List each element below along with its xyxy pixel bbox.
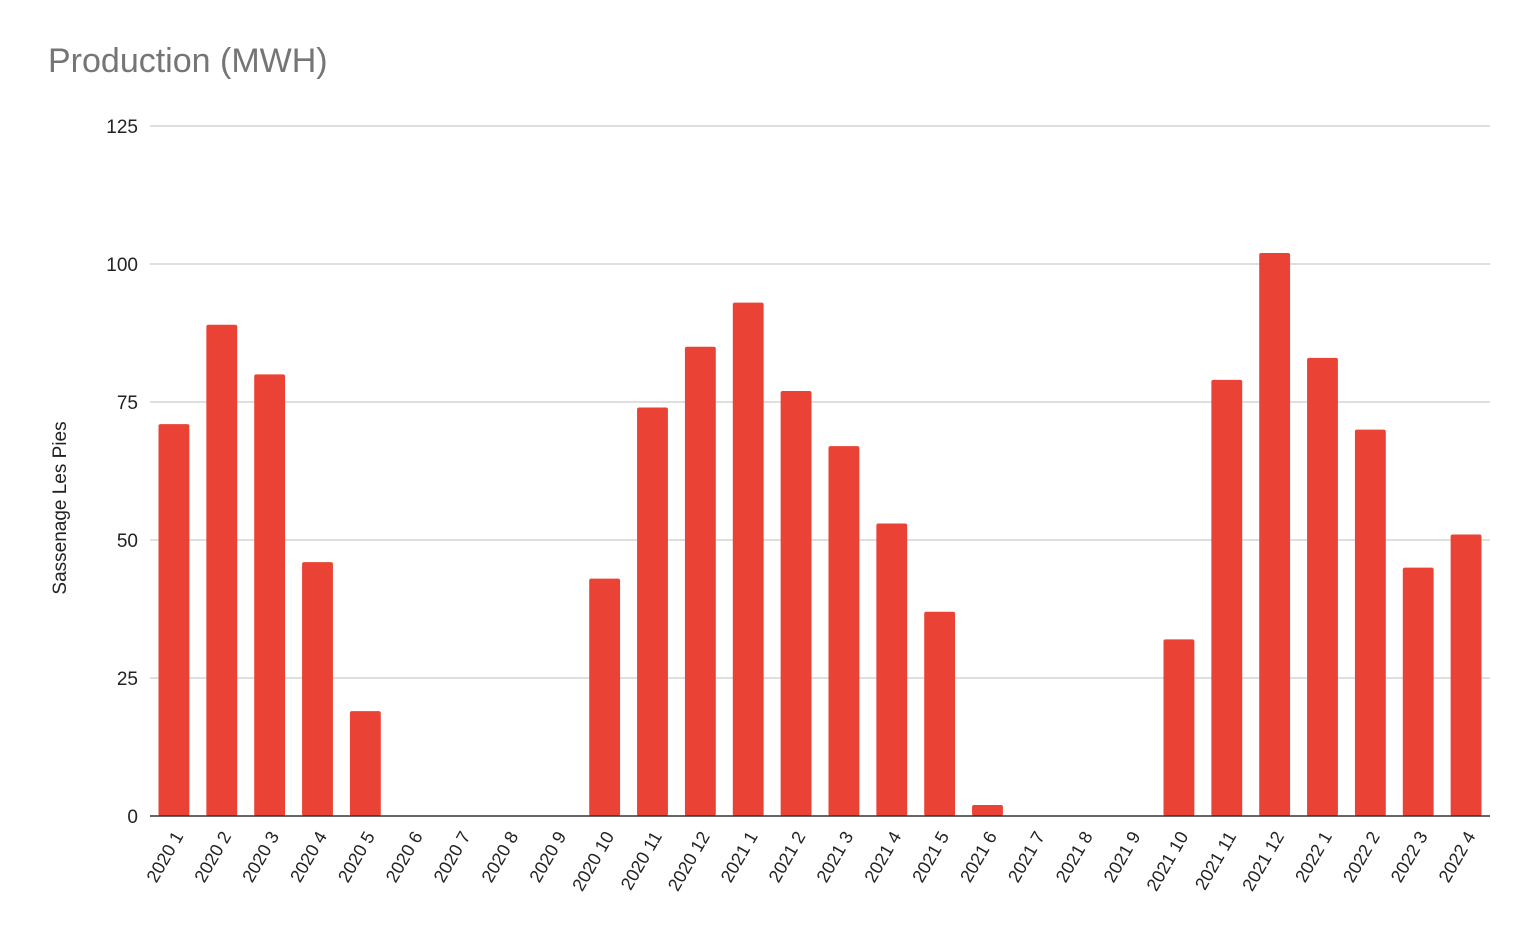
bar	[972, 804, 1003, 816]
bar	[1450, 534, 1482, 816]
bar	[349, 711, 381, 816]
bars	[158, 252, 1482, 816]
chart-title: Production (MWH)	[48, 42, 328, 80]
bar	[732, 302, 764, 816]
y-tick-label: 0	[127, 807, 138, 828]
x-tick-label: 2021 1	[717, 828, 762, 886]
x-tick-label: 2022 4	[1435, 828, 1480, 886]
bar	[1402, 567, 1434, 816]
x-tick-label: 2021 11	[1191, 828, 1240, 893]
x-tick-label: 2021 4	[860, 828, 905, 886]
x-tick-label: 2020 11	[617, 828, 666, 893]
bar	[1259, 252, 1291, 816]
x-tick-label: 2020 10	[568, 828, 618, 894]
x-tick-label: 2022 2	[1339, 828, 1384, 886]
y-tick-label: 125	[106, 117, 138, 138]
x-tick-label: 2021 5	[908, 828, 953, 886]
x-tick-label: 2021 6	[956, 828, 1001, 886]
x-tick-label: 2021 3	[813, 828, 858, 886]
bar	[780, 390, 812, 816]
x-tick-label: 2021 7	[1004, 828, 1049, 886]
y-axis: 0 25 50 75 100 125	[106, 117, 138, 828]
bar	[1211, 379, 1243, 816]
x-tick-label: 2020 9	[525, 828, 570, 886]
bar	[828, 446, 860, 816]
x-tick-label: 2020 2	[190, 828, 235, 886]
y-tick-label: 100	[106, 255, 138, 276]
x-tick-label: 2020 3	[238, 828, 283, 886]
x-tick-label: 2021 12	[1238, 828, 1288, 894]
bar	[158, 424, 190, 816]
bar	[924, 611, 956, 816]
bar	[1163, 639, 1195, 816]
y-tick-label: 50	[117, 531, 138, 552]
x-tick-label: 2021 9	[1100, 828, 1145, 886]
x-tick-label: 2020 7	[430, 828, 475, 886]
x-tick-label: 2020 5	[334, 828, 379, 886]
y-tick-label: 25	[117, 669, 138, 690]
x-tick-label: 2020 6	[382, 828, 427, 886]
bar	[876, 523, 908, 816]
bar	[302, 562, 333, 816]
bar	[254, 374, 286, 816]
x-tick-label: 2021 2	[765, 828, 810, 886]
x-axis: 2020 1 2020 2 2020 3 2020 4 2020 5 2020 6 2020…	[143, 815, 1490, 894]
bar	[1307, 357, 1338, 816]
x-tick-label: 2020 4	[286, 828, 331, 886]
x-tick-label: 2020 1	[143, 828, 188, 886]
bar	[206, 324, 238, 816]
x-tick-label: 2021 8	[1052, 828, 1097, 886]
x-tick-label: 2020 12	[664, 828, 714, 894]
bar	[589, 578, 621, 816]
y-axis-label: Sassenage Les Pies	[50, 421, 71, 594]
x-tick-label: 2021 10	[1143, 828, 1193, 894]
bar	[637, 407, 668, 816]
x-tick-label: 2022 3	[1387, 828, 1432, 886]
bar	[1354, 429, 1386, 816]
x-tick-label: 2020 8	[478, 828, 523, 886]
y-tick-label: 75	[117, 393, 138, 414]
bar	[684, 346, 716, 816]
x-tick-label: 2022 1	[1291, 828, 1336, 886]
